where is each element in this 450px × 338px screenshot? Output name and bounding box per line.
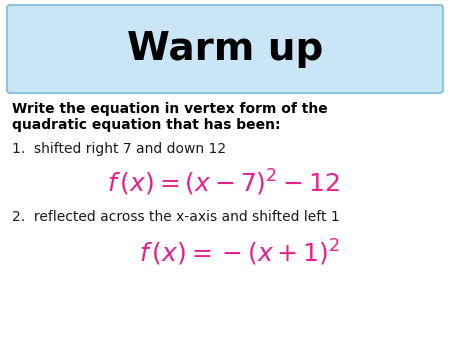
Text: Warm up: Warm up bbox=[127, 30, 323, 68]
Text: 1.  shifted right 7 and down 12: 1. shifted right 7 and down 12 bbox=[12, 142, 226, 156]
Text: $f\,(x) = -(x+1)^{2}$: $f\,(x) = -(x+1)^{2}$ bbox=[139, 238, 340, 268]
Text: quadratic equation that has been:: quadratic equation that has been: bbox=[12, 118, 280, 132]
FancyBboxPatch shape bbox=[7, 5, 443, 93]
Text: $f\,(x) = (x-7)^{2}-12$: $f\,(x) = (x-7)^{2}-12$ bbox=[107, 168, 340, 198]
Text: Write the equation in vertex form of the: Write the equation in vertex form of the bbox=[12, 102, 328, 116]
Text: 2.  reflected across the x-axis and shifted left 1: 2. reflected across the x-axis and shift… bbox=[12, 210, 340, 224]
